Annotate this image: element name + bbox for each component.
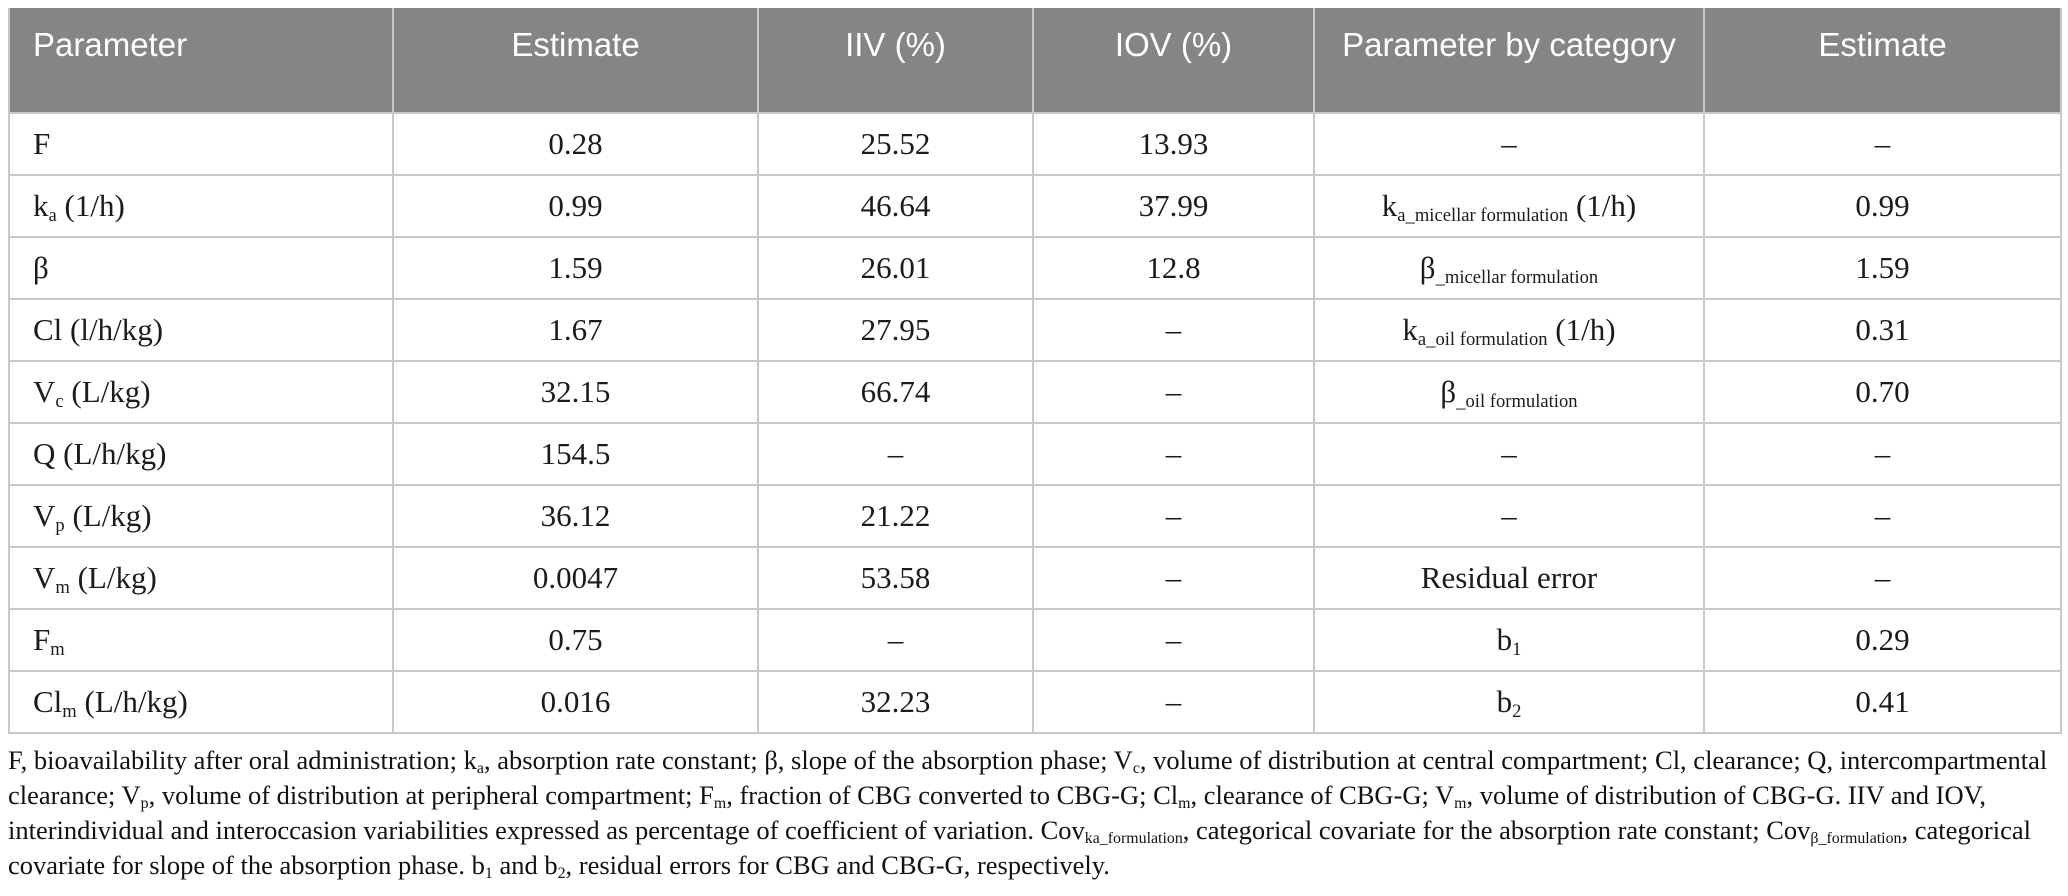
cell-r1-c1: 0.99 [392, 174, 759, 238]
cell-r8-c0: Fm [8, 608, 394, 672]
cell-r9-c3: – [1032, 670, 1315, 734]
cell-r0-c1: 0.28 [392, 112, 759, 176]
cell-r1-c5: 0.99 [1703, 174, 2062, 238]
table-row: Vm (L/kg) 0.0047 53.58– Residual error – [8, 546, 2062, 610]
table-row: Fm 0.75– – b1 0.29 [8, 608, 2062, 672]
column-header-1: Estimate [392, 8, 759, 114]
cell-r2-c2: 26.01 [757, 236, 1034, 300]
table-body: F 0.28 25.52 13.93– – ka (1/h) 0.99 46.64 37.99 k… [8, 112, 2062, 734]
table-row: ka (1/h) 0.99 46.64 37.99 ka_micellar formul… [8, 174, 2062, 238]
cell-r2-c0: β [8, 236, 394, 300]
table-row: Vp (L/kg) 36.12 21.22– – – [8, 484, 2062, 548]
cell-r0-c3: 13.93 [1032, 112, 1315, 176]
cell-r3-c5: 0.31 [1703, 298, 2062, 362]
table-header-row: Parameter Estimate IIV (%) IOV (%) Parameter… [8, 8, 2062, 114]
column-header-0: Parameter [8, 8, 394, 114]
cell-r5-c0: Q (L/h/kg) [8, 422, 394, 486]
cell-r1-c4: ka_micellar formulation (1/h) [1313, 174, 1705, 238]
table-row: Clm (L/h/kg) 0.016 32.23– b2 0.41 [8, 670, 2062, 734]
cell-r4-c5: 0.70 [1703, 360, 2062, 424]
cell-r0-c5: – [1703, 112, 2062, 176]
cell-r3-c2: 27.95 [757, 298, 1034, 362]
cell-r5-c2: – [757, 422, 1034, 486]
cell-r3-c1: 1.67 [392, 298, 759, 362]
cell-r1-c2: 46.64 [757, 174, 1034, 238]
cell-r2-c4: β_micellar formulation [1313, 236, 1705, 300]
table-row: β 1.59 26.01 12.8 β_micellar formulation 1.59 [8, 236, 2062, 300]
cell-r7-c2: 53.58 [757, 546, 1034, 610]
table-row: Vc (L/kg) 32.15 66.74– β_oil formulation 0.7… [8, 360, 2062, 424]
cell-r6-c0: Vp (L/kg) [8, 484, 394, 548]
column-header-3: IOV (%) [1032, 8, 1315, 114]
cell-r6-c2: 21.22 [757, 484, 1034, 548]
cell-r9-c2: 32.23 [757, 670, 1034, 734]
cell-r7-c5: – [1703, 546, 2062, 610]
cell-r6-c4: – [1313, 484, 1705, 548]
table-footnote: F, bioavailability after oral administra… [8, 745, 2048, 883]
cell-r5-c1: 154.5 [392, 422, 759, 486]
cell-r0-c0: F [8, 112, 394, 176]
cell-r5-c3: – [1032, 422, 1315, 486]
table-row: Cl (l/h/kg) 1.67 27.95– ka_oil formulation … [8, 298, 2062, 362]
cell-r3-c4: ka_oil formulation (1/h) [1313, 298, 1705, 362]
table-row: Q (L/h/kg) 154.5– – – – [8, 422, 2062, 486]
cell-r1-c3: 37.99 [1032, 174, 1315, 238]
cell-r6-c3: – [1032, 484, 1315, 548]
cell-r0-c4: – [1313, 112, 1705, 176]
cell-r9-c4: b2 [1313, 670, 1705, 734]
cell-r6-c5: – [1703, 484, 2062, 548]
cell-r7-c4: Residual error [1313, 546, 1705, 610]
table-row: F 0.28 25.52 13.93– – [8, 112, 2062, 176]
cell-r8-c3: – [1032, 608, 1315, 672]
cell-r2-c3: 12.8 [1032, 236, 1315, 300]
column-header-5: Estimate [1703, 8, 2062, 114]
cell-r8-c1: 0.75 [392, 608, 759, 672]
cell-r1-c0: ka (1/h) [8, 174, 394, 238]
cell-r4-c4: β_oil formulation [1313, 360, 1705, 424]
cell-r2-c5: 1.59 [1703, 236, 2062, 300]
cell-r4-c1: 32.15 [392, 360, 759, 424]
column-header-2: IIV (%) [757, 8, 1034, 114]
cell-r4-c0: Vc (L/kg) [8, 360, 394, 424]
cell-r4-c2: 66.74 [757, 360, 1034, 424]
cell-r5-c4: – [1313, 422, 1705, 486]
cell-r7-c3: – [1032, 546, 1315, 610]
cell-r5-c5: – [1703, 422, 2062, 486]
cell-r6-c1: 36.12 [392, 484, 759, 548]
cell-r9-c1: 0.016 [392, 670, 759, 734]
cell-r9-c5: 0.41 [1703, 670, 2062, 734]
cell-r3-c3: – [1032, 298, 1315, 362]
cell-r8-c4: b1 [1313, 608, 1705, 672]
cell-r2-c1: 1.59 [392, 236, 759, 300]
column-header-4: Parameter by category [1313, 8, 1705, 114]
cell-r7-c1: 0.0047 [392, 546, 759, 610]
cell-r7-c0: Vm (L/kg) [8, 546, 394, 610]
parameter-table: Parameter Estimate IIV (%) IOV (%) Parameter… [8, 8, 2062, 734]
cell-r3-c0: Cl (l/h/kg) [8, 298, 394, 362]
cell-r4-c3: – [1032, 360, 1315, 424]
cell-r9-c0: Clm (L/h/kg) [8, 670, 394, 734]
cell-r8-c2: – [757, 608, 1034, 672]
cell-r0-c2: 25.52 [757, 112, 1034, 176]
cell-r8-c5: 0.29 [1703, 608, 2062, 672]
